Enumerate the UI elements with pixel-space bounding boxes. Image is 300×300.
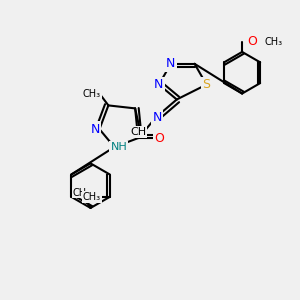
Text: O: O <box>248 35 257 48</box>
Text: N: N <box>153 111 162 124</box>
Text: CH: CH <box>130 127 146 137</box>
Text: CH₃: CH₃ <box>83 88 101 98</box>
Text: NH: NH <box>110 142 127 152</box>
Text: CH₃: CH₃ <box>73 188 91 197</box>
Text: CH₃: CH₃ <box>83 192 101 202</box>
Text: S: S <box>202 78 211 91</box>
Text: N: N <box>154 78 164 91</box>
Text: N: N <box>90 123 100 136</box>
Text: O: O <box>154 132 164 145</box>
Text: CH₃: CH₃ <box>264 37 283 46</box>
Text: N: N <box>166 57 176 70</box>
